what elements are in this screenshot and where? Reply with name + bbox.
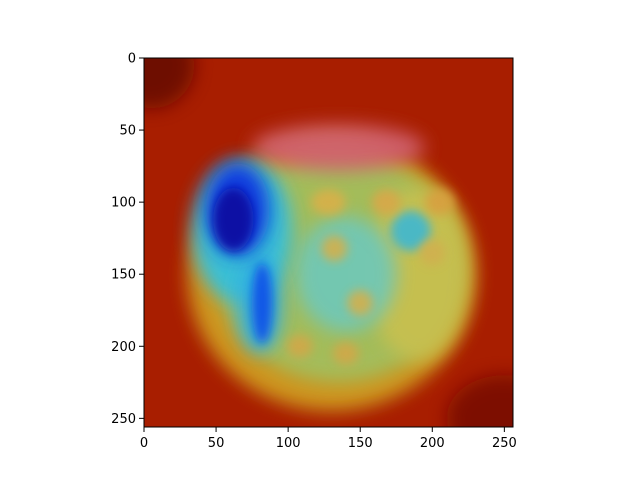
heatmap-region-arm-blue — [252, 262, 273, 344]
heatmap-region-yellow-spot-7 — [286, 334, 313, 358]
y-tick-label: 100 — [111, 196, 136, 211]
x-tick-label: 150 — [348, 436, 373, 451]
heatmap-region-yellow-spot-4 — [321, 235, 348, 262]
heatmap-region-yellow-spot-6 — [419, 239, 446, 266]
y-tick-label: 50 — [119, 124, 136, 139]
x-tick-label: 200 — [420, 436, 445, 451]
heatmap-region-center-cyan-area — [295, 216, 397, 332]
y-tick-label: 150 — [111, 268, 136, 283]
x-tick-label: 100 — [276, 436, 301, 451]
plot-frame — [143, 57, 514, 428]
x-tick-label: 0 — [140, 436, 148, 451]
heatmap-region-yellow-spot-1 — [311, 189, 346, 216]
heatmap-region-dark-edge-top-left — [144, 58, 195, 109]
heatmap-region-cyan-spot-right — [390, 210, 431, 252]
heatmap-regions — [144, 58, 513, 427]
heatmap-region-top-pink-band — [252, 124, 426, 171]
x-tick-label: 50 — [208, 436, 225, 451]
y-tick-label: 200 — [111, 340, 136, 355]
y-tick-label: 250 — [111, 412, 136, 427]
heatmap-region-yellow-spot-5 — [347, 290, 374, 317]
y-axis: 0 50 100 150 200 250 — [111, 52, 144, 427]
heatmap-plot-area — [143, 57, 514, 428]
x-tick-label: 250 — [492, 436, 517, 451]
y-tick-label: 0 — [128, 52, 136, 67]
heatmap-region-dark-edge-bottom-right — [446, 375, 513, 427]
heatmap-region-yellow-spot-3 — [425, 189, 454, 216]
x-axis: 0 50 100 150 200 250 — [140, 427, 517, 451]
heatmap-region-yellow-spot-2 — [371, 189, 401, 216]
heatmap-region-yellow-spot-8 — [332, 341, 359, 366]
heatmap-region-dark-blue-core — [213, 187, 254, 252]
